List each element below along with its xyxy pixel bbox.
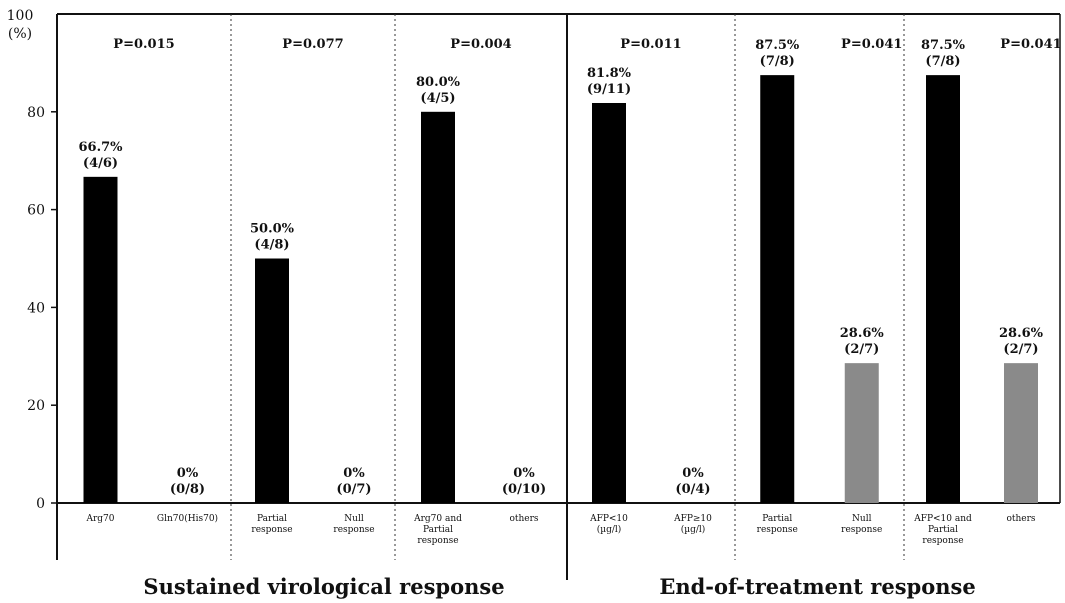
data-label-fraction: (0/8) <box>170 482 205 497</box>
p-value-label: P=0.011 <box>620 37 681 52</box>
category-label: (µg/l) <box>681 524 706 535</box>
category-label: AFP≥10 <box>673 514 712 524</box>
bar <box>1004 363 1038 503</box>
data-label-fraction: (2/7) <box>844 342 879 357</box>
data-label-percent: 0% <box>343 466 365 481</box>
category-label: Partial <box>257 514 287 524</box>
data-label-fraction: (4/5) <box>420 91 455 106</box>
category-label: response <box>757 525 798 535</box>
data-label-percent: 87.5% <box>755 38 800 53</box>
category-label: response <box>333 525 374 535</box>
category-label: Partial <box>423 525 453 535</box>
bar <box>592 102 626 504</box>
bars <box>83 75 1038 504</box>
data-label-percent: 28.6% <box>999 326 1044 341</box>
data-label-fraction: (7/8) <box>760 54 795 69</box>
p-value-label: P=0.041 <box>841 37 902 52</box>
data-label-fraction: (4/6) <box>83 156 118 171</box>
p-value-label: P=0.015 <box>113 37 174 52</box>
p-value-label: P=0.077 <box>282 37 343 52</box>
category-label: Partial <box>762 514 792 524</box>
category-label: Arg70 and <box>413 514 462 524</box>
group-label-etr: End-of-treatment response <box>659 574 975 599</box>
category-label: Arg70 <box>85 514 114 524</box>
category-label: response <box>922 536 963 546</box>
data-label-percent: 80.0% <box>416 75 461 90</box>
bar <box>421 111 455 504</box>
category-label: others <box>1006 514 1035 524</box>
category-label: Partial <box>928 525 958 535</box>
data-label-fraction: (0/4) <box>675 482 710 497</box>
axes: 0 20 40 60 80 100 (%) <box>7 8 1061 580</box>
y-tick-label: 0 <box>36 496 45 512</box>
bar <box>760 75 795 503</box>
y-tick-label: 40 <box>27 300 45 316</box>
category-label: Null <box>852 514 872 524</box>
y-tick-label: 60 <box>27 203 45 219</box>
data-label-percent: 50.0% <box>250 222 295 237</box>
category-label: response <box>251 525 292 535</box>
data-label-fraction: (2/7) <box>1003 342 1038 357</box>
bar <box>926 75 960 503</box>
y-axis-label-unit: (%) <box>8 26 32 42</box>
category-label: others <box>509 514 538 524</box>
data-label-fraction: (0/7) <box>336 482 371 497</box>
category-label: (µg/l) <box>597 524 622 535</box>
data-label-percent: 28.6% <box>840 326 885 341</box>
bar <box>255 258 289 503</box>
category-label: Gln70(His70) <box>157 513 218 524</box>
data-label-percent: 0% <box>177 466 199 481</box>
y-tick-label: 80 <box>27 105 45 121</box>
labels: P=0.01566.7%(4/6)Arg700%(0/8)Gln70(His70… <box>78 37 1061 599</box>
bar <box>83 176 118 503</box>
data-label-fraction: (0/10) <box>502 482 546 497</box>
y-axis-label-max: 100 <box>7 8 34 24</box>
data-label-percent: 87.5% <box>921 38 966 53</box>
category-label: response <box>841 525 882 535</box>
data-label-percent: 0% <box>513 466 535 481</box>
group-label-svr: Sustained virological response <box>143 574 504 599</box>
panel-separators <box>230 14 905 560</box>
p-value-label: P=0.004 <box>450 37 511 52</box>
data-label-fraction: (9/11) <box>587 82 631 97</box>
category-label: AFP<10 <box>589 514 628 524</box>
data-label-fraction: (4/8) <box>254 238 289 253</box>
y-tick-label: 20 <box>27 398 45 414</box>
category-label: AFP<10 and <box>913 514 972 524</box>
category-label: Null <box>344 514 364 524</box>
bar <box>844 363 879 503</box>
data-label-fraction: (7/8) <box>925 54 960 69</box>
data-label-percent: 0% <box>682 466 704 481</box>
category-label: response <box>417 536 458 546</box>
data-label-percent: 81.8% <box>587 66 632 81</box>
data-label-percent: 66.7% <box>78 140 123 155</box>
p-value-label: P=0.041 <box>1000 37 1061 52</box>
